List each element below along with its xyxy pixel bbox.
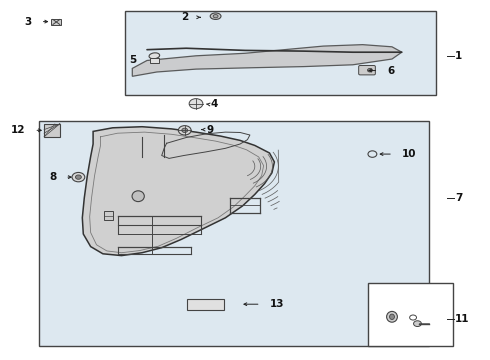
Ellipse shape xyxy=(387,311,397,322)
FancyBboxPatch shape xyxy=(104,211,113,220)
Ellipse shape xyxy=(132,191,144,202)
FancyBboxPatch shape xyxy=(187,299,224,310)
Text: 3: 3 xyxy=(24,17,32,27)
Circle shape xyxy=(178,126,191,135)
Text: 4: 4 xyxy=(211,99,218,109)
FancyBboxPatch shape xyxy=(125,11,436,95)
Circle shape xyxy=(414,321,421,327)
Circle shape xyxy=(75,175,81,179)
Text: 1: 1 xyxy=(455,51,463,61)
Text: 8: 8 xyxy=(49,172,56,182)
Ellipse shape xyxy=(149,53,160,59)
Ellipse shape xyxy=(213,14,218,18)
Ellipse shape xyxy=(390,314,394,320)
FancyBboxPatch shape xyxy=(368,283,453,346)
Text: 11: 11 xyxy=(455,314,470,324)
Text: 13: 13 xyxy=(270,299,284,309)
Polygon shape xyxy=(51,19,61,25)
Text: 12: 12 xyxy=(11,125,25,135)
Circle shape xyxy=(72,172,85,182)
Text: 9: 9 xyxy=(206,125,213,135)
Circle shape xyxy=(368,68,372,72)
Text: 7: 7 xyxy=(455,193,463,203)
Polygon shape xyxy=(132,45,402,76)
FancyBboxPatch shape xyxy=(359,66,375,75)
FancyBboxPatch shape xyxy=(150,58,159,63)
Text: 6: 6 xyxy=(387,66,394,76)
Text: 10: 10 xyxy=(402,149,416,159)
Circle shape xyxy=(182,128,188,132)
Ellipse shape xyxy=(210,13,221,19)
FancyBboxPatch shape xyxy=(44,124,60,137)
Polygon shape xyxy=(82,127,274,256)
Text: 5: 5 xyxy=(129,55,136,65)
Text: 2: 2 xyxy=(181,12,189,22)
Circle shape xyxy=(189,99,203,109)
FancyBboxPatch shape xyxy=(39,121,429,346)
